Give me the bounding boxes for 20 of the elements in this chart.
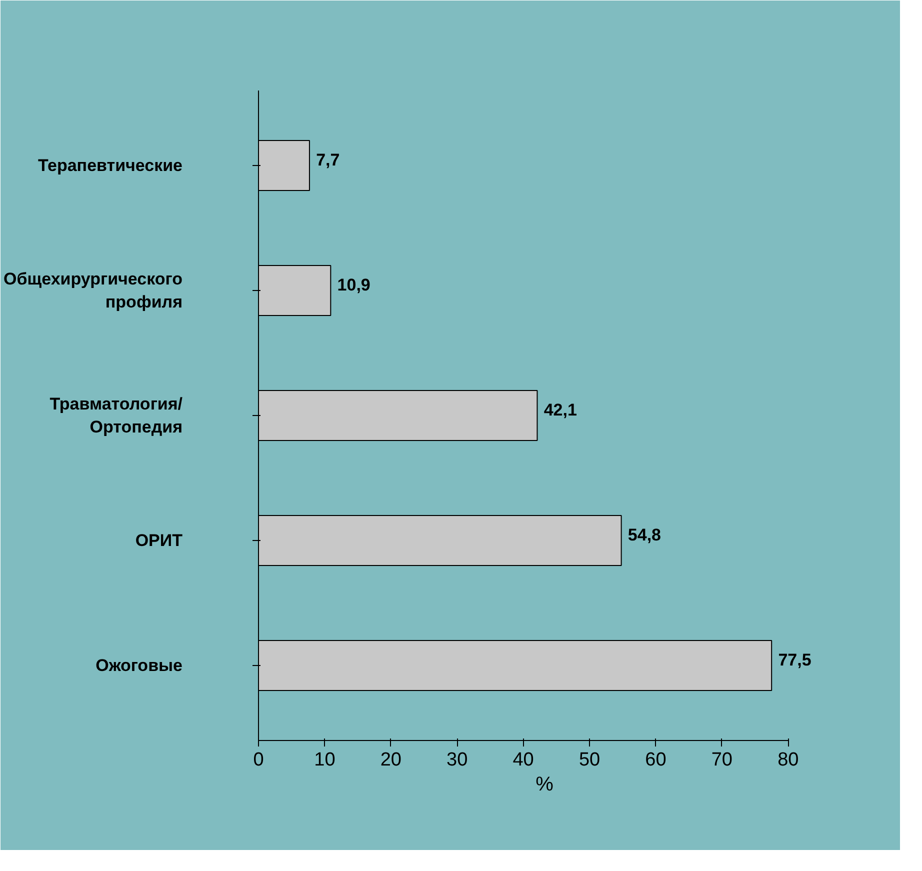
x-tick-label: 0 [253, 750, 264, 770]
x-axis-title: % [536, 774, 554, 796]
y-tick-label: Ожоговые [96, 656, 183, 675]
y-tick-label: Травматология/ Ортопедия [50, 394, 183, 436]
x-tick-label: 10 [314, 750, 336, 770]
x-tick-label: 60 [645, 750, 666, 770]
x-tick-label: 80 [778, 750, 799, 770]
y-tick-label: ОРИТ [135, 531, 184, 550]
x-tick-label: 70 [711, 750, 732, 770]
data-label: 7,7 [316, 150, 340, 170]
x-tick-label: 20 [380, 750, 402, 770]
data-label: 77,5 [778, 650, 812, 670]
data-label: 10,9 [337, 276, 370, 294]
data-label: 54,8 [628, 526, 662, 544]
x-tick-label: 30 [446, 750, 468, 770]
x-tick-label: 40 [512, 750, 534, 770]
y-tick-label: Терапевтические [38, 156, 183, 175]
data-label: 42,1 [544, 400, 577, 420]
y-tick-label: Общехирургического профиля [4, 270, 183, 312]
x-tick-label: 50 [578, 750, 600, 770]
